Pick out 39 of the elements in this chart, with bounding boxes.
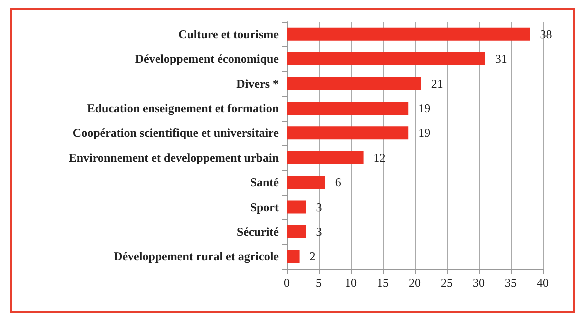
bar [287,176,326,190]
data-label: 19 [418,101,431,116]
y-tick-label: Sport [250,200,279,214]
x-tick-label: 35 [505,276,517,290]
x-tick-label: 5 [316,276,322,290]
y-tick-label: Education enseignement et formation [87,101,280,116]
y-tick-label: Environnement et developpement urbain [68,150,280,165]
x-tick-label: 10 [345,276,357,290]
bar [287,102,409,115]
data-label: 38 [540,27,552,42]
data-label: 31 [495,52,508,66]
data-label: 2 [310,250,316,264]
bar [287,126,409,140]
data-label: 19 [418,126,431,140]
x-tick-label: 15 [377,276,389,290]
data-label: 21 [431,76,444,91]
x-tick-label: 40 [537,276,549,290]
bar [287,28,530,41]
y-tick-label: Santé [250,176,280,190]
bar [287,250,300,264]
y-tick-label: Culture et tourisme [178,27,280,42]
bar [287,151,364,164]
x-tick-label: 30 [473,276,485,290]
data-label: 3 [316,200,322,214]
bar [287,200,306,214]
y-tick-label: Sécurité [237,224,280,239]
data-label: 3 [316,224,322,239]
y-tick-label: Développement rural et agricole [114,250,280,264]
x-tick-label: 25 [441,276,453,290]
y-tick-label: Divers * [236,76,279,91]
bar [287,52,486,66]
data-label: 12 [374,150,386,165]
bar [287,225,306,238]
y-tick-label: Développement économique [135,52,280,66]
data-label: 6 [335,176,342,190]
x-tick-label: 0 [284,276,290,290]
y-tick-label: Coopération scientifique et universitaire [72,126,280,140]
x-tick-label: 20 [409,276,421,290]
bar [287,77,422,90]
